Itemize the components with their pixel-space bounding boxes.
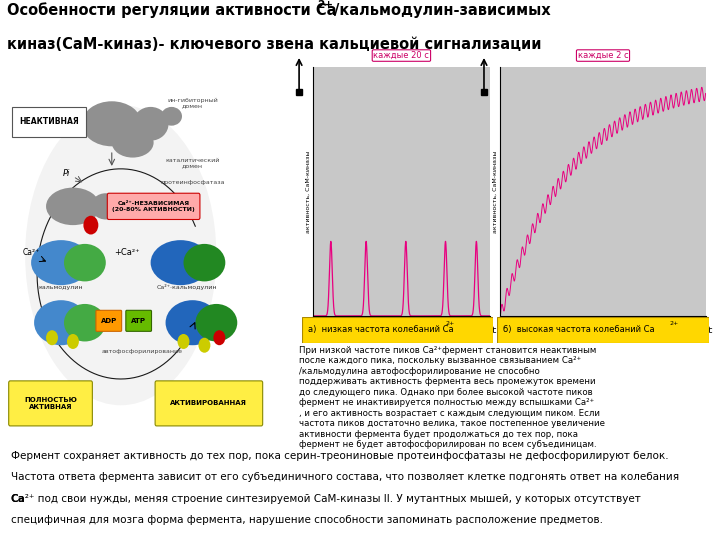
Text: 2+: 2+ [670,321,679,326]
Text: АКТИВИРОВАННАЯ: АКТИВИРОВАННАЯ [171,400,248,407]
Ellipse shape [64,304,106,341]
Text: фермент не будет автофосфорилирован по всем субъединицам.: фермент не будет автофосфорилирован по в… [299,440,596,449]
Ellipse shape [161,107,182,126]
Y-axis label: активность, СаМ-киназы: активность, СаМ-киназы [305,151,310,233]
Text: Ca²⁺ под свои нужды, меняя строение синтезируемой СаМ-киназы II. У мутантных мыш: Ca²⁺ под свои нужды, меняя строение синт… [11,494,641,504]
Ellipse shape [166,300,220,345]
FancyBboxPatch shape [155,381,263,426]
Text: после каждого пика, поскольку вызванное связыванием Ca²⁺: после каждого пика, поскольку вызванное … [299,356,581,365]
FancyBboxPatch shape [12,107,86,137]
Y-axis label: активность, СаМ-киназы: активность, СаМ-киназы [492,151,498,233]
Ellipse shape [34,300,88,345]
Text: протеинфосфатаза: протеинфосфатаза [161,180,225,185]
Text: автофосфорилирование: автофосфорилирование [101,349,182,354]
Text: каждые 2 с: каждые 2 с [577,51,629,60]
Ellipse shape [31,240,91,285]
Text: ADP: ADP [101,318,117,324]
Text: кальмодулин: кальмодулин [39,285,84,290]
Text: поддерживать активность фермента весь промежуток времени: поддерживать активность фермента весь пр… [299,377,595,386]
Text: /кальмодулина автофосфорилирование не способно: /кальмодулина автофосфорилирование не сп… [299,367,539,376]
Ellipse shape [91,193,121,219]
Text: а)  низкая частота колебаний Ca: а) низкая частота колебаний Ca [308,326,454,334]
Ellipse shape [195,304,238,341]
FancyBboxPatch shape [9,381,92,426]
Text: 2+: 2+ [318,1,333,10]
Text: с: с [491,326,496,335]
Text: ПОЛНОСТЬЮ
АКТИВНАЯ: ПОЛНОСТЬЮ АКТИВНАЯ [24,397,77,410]
FancyBboxPatch shape [107,193,200,219]
Text: до следующего пика. Однако при более высокой частоте пиков: до следующего пика. Однако при более выс… [299,388,593,397]
Text: Частота ответа фермента зависит от его субъединичного состава, что позволяет кле: Частота ответа фермента зависит от его с… [11,472,679,482]
Text: киназ(СаМ-киназ)- ключевого звена кальциевой сигнализации: киназ(СаМ-киназ)- ключевого звена кальци… [7,37,541,52]
Ellipse shape [46,330,58,345]
Ellipse shape [132,107,168,141]
Ellipse shape [213,330,225,345]
Ellipse shape [150,240,210,285]
Text: 2+: 2+ [446,321,455,326]
Text: Ca²⁺: Ca²⁺ [22,248,40,257]
Text: +Ca²⁺: +Ca²⁺ [114,248,140,257]
Text: Фермент сохраняет активность до тех пор, пока серин-треониновые протеинфосфатазы: Фермент сохраняет активность до тех пор,… [11,451,668,461]
Ellipse shape [67,334,79,349]
Ellipse shape [25,105,217,405]
Ellipse shape [112,127,153,158]
FancyBboxPatch shape [96,310,122,332]
Text: Ca: Ca [11,494,25,504]
Text: Pi: Pi [63,170,71,178]
Ellipse shape [46,187,100,225]
FancyBboxPatch shape [126,310,151,332]
Text: Особенности регуляции активности Ca: Особенности регуляции активности Ca [7,3,337,18]
Text: НЕАКТИВНАЯ: НЕАКТИВНАЯ [19,117,79,126]
Text: /кальмодулин-зависимых: /кальмодулин-зависимых [333,3,550,18]
Text: Ca²⁺-НЕЗАВИСИМАЯ
(20-80% АКТИВНОСТИ): Ca²⁺-НЕЗАВИСИМАЯ (20-80% АКТИВНОСТИ) [112,201,195,212]
Ellipse shape [64,244,106,281]
Text: специфичная для мозга форма фермента, нарушение способности запоминать расположе: специфичная для мозга форма фермента, на… [11,515,603,525]
Ellipse shape [199,338,210,353]
Ellipse shape [82,102,142,146]
Text: ин-гибиторный
домен: ин-гибиторный домен [167,98,218,109]
Text: каталитический
домен: каталитический домен [166,158,220,168]
Text: фермент не инактивируется полностью между вспышками Ca²⁺: фермент не инактивируется полностью межд… [299,398,594,407]
Text: При низкой частоте пиков Ca²⁺фермент становится неактивным: При низкой частоте пиков Ca²⁺фермент ста… [299,346,596,355]
Text: б)  высокая частота колебаний Ca: б) высокая частота колебаний Ca [503,326,654,334]
Text: Ca²⁺·кальмодулин: Ca²⁺·кальмодулин [156,284,217,290]
Text: частота пиков достаточно велика, такое постепенное увеличение: частота пиков достаточно велика, такое п… [299,419,605,428]
Ellipse shape [178,334,189,349]
Text: , и его активность возрастает с каждым следующим пиком. Если: , и его активность возрастает с каждым с… [299,409,600,418]
Text: ATP: ATP [131,318,146,324]
Ellipse shape [184,244,225,281]
Text: активности фермента будет продолжаться до тех пор, пока: активности фермента будет продолжаться д… [299,430,577,438]
Text: с: с [708,326,712,335]
Ellipse shape [84,216,99,234]
Text: каждые 20 с: каждые 20 с [374,51,429,60]
